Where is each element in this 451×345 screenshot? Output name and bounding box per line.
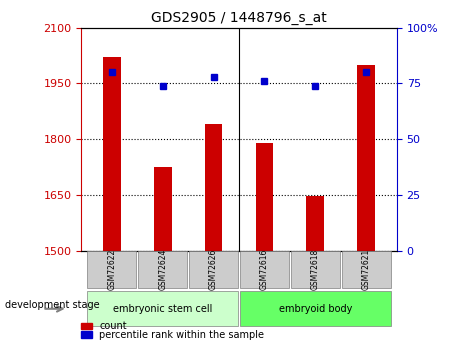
Text: GSM72616: GSM72616	[260, 249, 269, 290]
Bar	[256, 143, 273, 251]
Bar	[154, 167, 171, 251]
FancyBboxPatch shape	[342, 251, 391, 288]
FancyBboxPatch shape	[291, 251, 340, 288]
Text: percentile rank within the sample: percentile rank within the sample	[99, 330, 264, 339]
Text: GSM72626: GSM72626	[209, 249, 218, 290]
FancyBboxPatch shape	[240, 291, 391, 326]
FancyBboxPatch shape	[87, 251, 136, 288]
Text: GSM72622: GSM72622	[107, 249, 116, 290]
Text: GSM72618: GSM72618	[311, 249, 320, 290]
Text: count: count	[99, 321, 127, 331]
Text: GSM72624: GSM72624	[158, 249, 167, 290]
Text: GSM72621: GSM72621	[362, 249, 371, 290]
Bar	[307, 196, 324, 251]
FancyBboxPatch shape	[87, 291, 238, 326]
Text: development stage: development stage	[5, 300, 99, 310]
Bar	[205, 125, 222, 251]
Title: GDS2905 / 1448796_s_at: GDS2905 / 1448796_s_at	[151, 11, 327, 25]
Text: embryoid body: embryoid body	[279, 304, 352, 314]
FancyBboxPatch shape	[240, 251, 289, 288]
FancyBboxPatch shape	[189, 251, 238, 288]
Bar	[103, 57, 120, 251]
Bar	[357, 65, 375, 251]
FancyBboxPatch shape	[138, 251, 187, 288]
Text: embryonic stem cell: embryonic stem cell	[113, 304, 212, 314]
